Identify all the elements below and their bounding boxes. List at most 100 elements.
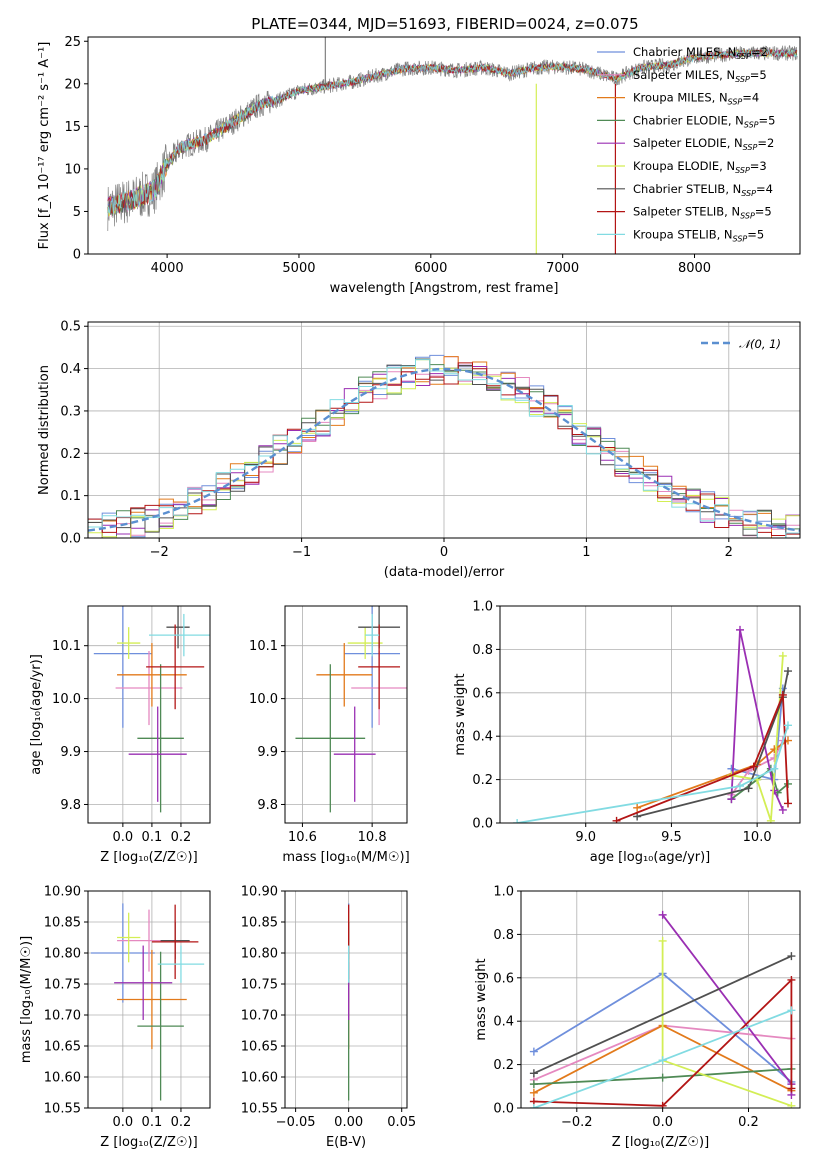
y-axis-label: mass weight [474,958,489,1040]
weight-kroupa-stelib-line [516,725,789,823]
x-tick-label: 0.05 [387,1115,416,1130]
weight-chabrier-elodie-point [529,1080,538,1089]
weight-kroupa-elodie-point [658,936,667,945]
hist-kroupa-stelib-step [88,359,800,538]
y-tick-label: 10.80 [241,947,278,962]
weight-vs-z-frame [520,890,801,1109]
model-kroupa-stelib-line [107,48,798,218]
x-tick-label: 4000 [151,261,184,276]
y-tick-label: 9.8 [60,798,81,813]
legend-chabrier-elodie-label: Chabrier ELODIE, NSSP=5 [633,113,775,129]
weight-vs-age-plot-area [513,625,792,823]
spectrum-legend: Chabrier MILES, NSSP=2 Salpeter MILES, NS… [597,45,775,243]
y-tick-label: 0.6 [493,971,514,986]
y-tick-label: 0.4 [472,730,493,745]
residuals-panel: −2 −1 0 1 2 0.0 0.1 0.2 0.3 0.4 0.5 (data-model)/er… [37,320,801,580]
legend-chabrier-stelib-label: Chabrier STELIB, NSSP=4 [633,182,773,198]
x-tick-label: 0.1 [142,1115,163,1130]
y-tick-label: 10.65 [241,1040,278,1055]
age-vs-z-plot-area [93,606,210,813]
y-tick-label: 10.1 [249,639,278,654]
weight-chabrier-stelib-point [784,667,792,676]
y-tick-label: 0.4 [60,362,81,377]
legend-salpeter-elodie-label: Salpeter ELODIE, NSSP=2 [633,136,774,152]
mass-vs-z-plot-area [90,903,205,1101]
y-tick-label: 9.9 [60,745,81,760]
weight-salpeter-stelib-point [787,1084,796,1093]
x-axis-label: mass [log₁₀(M/M☉)] [282,850,409,865]
x-tick-label: 0.00 [334,1115,363,1130]
gaussian-curve [88,367,800,532]
weight-kroupa-elodie-line [731,655,784,822]
y-tick-label: 20 [64,77,81,92]
x-tick-label: −0.2 [561,1115,593,1130]
age-vs-mass-plot-area [295,606,407,813]
weight-chabrier-stelib-point [633,812,642,821]
y-tick-label: 0.6 [472,686,493,701]
gaussian-legend-label: 𝒩(0, 1) [739,337,781,351]
weight-salpeter-stelib-line [616,694,789,822]
y-tick-label: 9.8 [257,798,278,813]
y-tick-label: 10.55 [44,1102,81,1117]
weight-kroupa-stelib-point [529,1104,538,1108]
x-axis-label: Z [log₁₀(Z/Z☉)] [612,1135,709,1150]
weight-salpeter-elodie-point [770,786,779,795]
y-tick-label: 0.2 [472,773,493,788]
y-tick-label: 10.65 [44,1040,81,1055]
y-tick-label: 10.90 [44,885,81,900]
legend-salpeter-miles-label: Salpeter MILES, NSSP=5 [633,68,767,84]
y-tick-label: 10.75 [241,978,278,993]
x-tick-label: 10.8 [358,830,387,845]
weight-kroupa-elodie-point [778,651,787,660]
y-tick-label: 0.0 [472,817,493,832]
weight-salpeter-stelib-point [784,799,792,808]
mass-vs-z-frame [87,890,211,1109]
legend-chabrier-miles-label: Chabrier MILES, NSSP=2 [633,45,768,61]
y-tick-label: 1.0 [493,885,514,900]
y-tick-label: 10.1 [52,639,81,654]
x-tick-label: 10.0 [743,830,772,845]
y-tick-label: 0.5 [60,320,81,335]
legend-kroupa-stelib-label: Kroupa STELIB, NSSP=5 [633,227,764,243]
x-tick-label: 0.2 [171,830,192,845]
x-tick-label: 0.2 [738,1115,759,1130]
y-tick-label: 10.85 [241,916,278,931]
y-tick-label: 0.2 [60,447,81,462]
x-tick-label: 10.6 [288,830,317,845]
weight-chabrier-stelib-point [744,784,753,793]
x-tick-label: 6000 [414,261,447,276]
y-tick-label: 9.9 [257,745,278,760]
y-axis-label: Normed distribution [37,365,52,495]
weight-vs-age-panel: 9.0 9.5 10.0 0.0 0.2 0.4 0.6 0.8 1.0 age [log₁₀(a… [453,600,801,865]
y-tick-label: 10.90 [241,885,278,900]
x-tick-label: 5000 [282,261,315,276]
y-tick-label: 10.55 [241,1102,278,1117]
weight-salpeter-stelib-point [658,1101,667,1108]
weight-salpeter-elodie-point [727,795,736,804]
x-tick-label: 0 [440,545,448,560]
weight-vs-z-panel: −0.2 0.0 0.2 0.0 0.2 0.4 0.6 0.8 1.0 Z [log₁₀(Z/Z… [474,885,801,1150]
weight-salpeter-stelib-point [749,762,758,771]
y-tick-label: 0.4 [493,1015,514,1030]
y-tick-label: 10.75 [44,978,81,993]
y-tick-label: 10 [64,162,81,177]
x-tick-label: 8000 [678,261,711,276]
y-tick-label: 10.0 [249,692,278,707]
y-tick-label: 0.1 [60,489,81,504]
legend-salpeter-stelib-label: Salpeter STELIB, NSSP=5 [633,205,772,221]
y-tick-label: 10.60 [241,1071,278,1086]
x-axis-label: wavelength [Angstrom, rest frame] [330,281,559,296]
age-vs-mass-frame [284,605,408,824]
mass-vs-ebv-panel: −0.05 0.00 0.05 10.55 10.60 10.65 10.70 10.75 10… [241,885,416,1151]
figure-title: PLATE=0344, MJD=51693, FIBERID=0024, z=0… [251,15,638,33]
x-tick-label: 1 [582,545,590,560]
weight-chabrier-elodie-point [658,1073,667,1082]
y-axis-label: age [log₁₀(age/yr)] [29,654,44,775]
y-tick-label: 0.0 [60,532,81,547]
weight-kroupa-elodie-point [787,1101,796,1108]
x-tick-label: −0.05 [276,1115,316,1130]
spectrum-frame [87,36,801,255]
weight-vs-z-plot-area [529,910,796,1108]
y-tick-label: 0.2 [493,1058,514,1073]
